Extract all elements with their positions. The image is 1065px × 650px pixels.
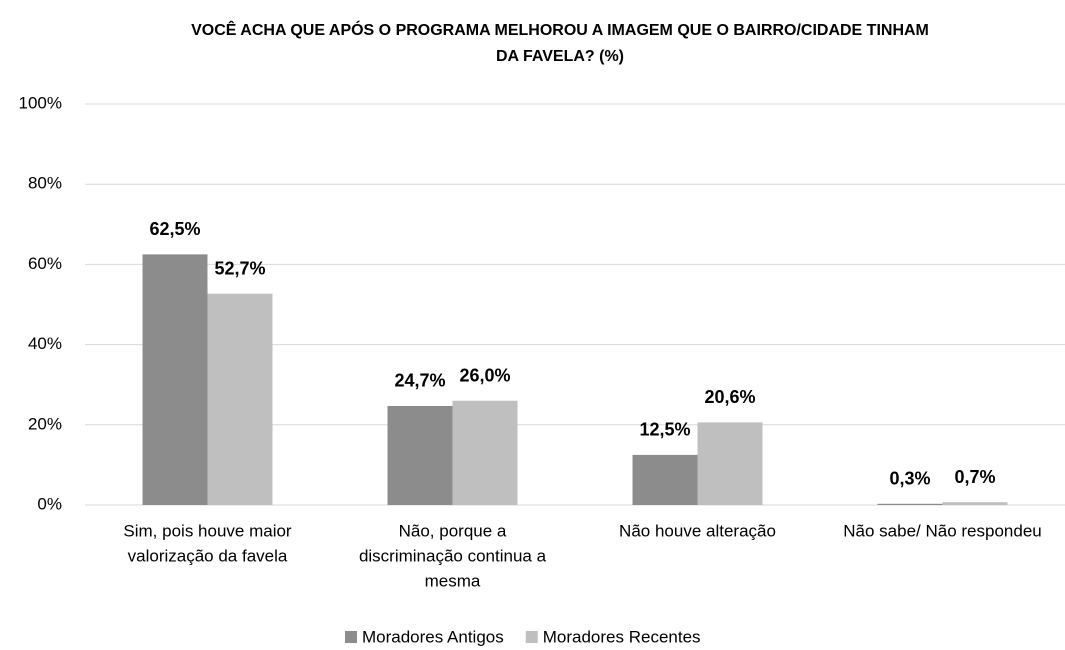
chart-title: DA FAVELA? (%) [496,48,624,65]
y-tick-label: 100% [19,93,62,112]
value-label: 62,5% [149,219,200,239]
x-tick-label: Não houve alteração [619,521,776,540]
value-label: 0,7% [954,467,995,487]
value-label: 52,7% [214,258,265,278]
chart-title: VOCÊ ACHA QUE APÓS O PROGRAMA MELHOROU A… [191,20,929,39]
value-label: 26,0% [459,365,510,385]
bar [387,405,453,505]
bar [632,454,698,505]
bar [142,254,208,505]
y-tick-label: 40% [28,334,62,353]
legend-label: Moradores Recentes [543,627,701,646]
value-label: 12,5% [639,420,690,440]
bar [877,503,943,505]
x-tick-label: mesma [425,571,481,590]
x-tick-label: Não sabe/ Não respondeu [843,521,1041,540]
value-label: 0,3% [889,469,930,489]
bar [942,502,1008,505]
y-tick-label: 80% [28,174,62,193]
legend-label: Moradores Antigos [362,627,504,646]
y-tick-label: 60% [28,254,62,273]
y-tick-label: 0% [37,494,62,513]
bar [452,400,518,505]
x-tick-label: Não, porque a [399,521,507,540]
value-label: 24,7% [394,371,445,391]
x-tick-label: Sim, pois houve maior [123,521,292,540]
x-tick-label: discriminação continua a [359,546,547,565]
legend-swatch [525,631,538,643]
legend-swatch [345,631,357,643]
bar [207,293,273,505]
y-tick-label: 20% [28,414,62,433]
value-label: 20,6% [704,387,755,407]
x-tick-label: valorização da favela [128,546,288,565]
bar [697,422,763,505]
